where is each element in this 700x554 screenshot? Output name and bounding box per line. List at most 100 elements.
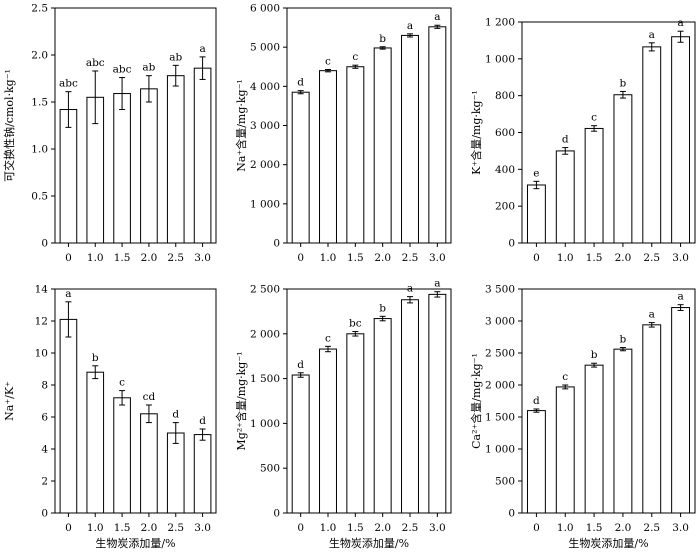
mg-content-bar	[291, 374, 310, 514]
mg-content-significance-letter: c	[325, 332, 331, 344]
exchangeable-na-bar	[113, 93, 131, 244]
exchangeable-na-x-tick-label: 1.5	[114, 252, 131, 264]
k-content-y-tick-label: 400	[495, 164, 515, 176]
k-content-significance-letter: a	[677, 17, 683, 29]
na-content-significance-letter: c	[325, 55, 331, 67]
na-k-ratio-plot-frame	[54, 288, 217, 514]
mg-content-significance-letter: bc	[349, 318, 362, 330]
ca-content-x-axis-title: 生物炭添加量/%	[568, 536, 648, 550]
ca-content-bar	[555, 386, 575, 514]
na-content-plot-frame	[286, 7, 452, 244]
exchangeable-na-y-tick-label: 0	[41, 238, 48, 250]
na-k-ratio-x-tick-label: 1.0	[87, 522, 104, 534]
exchangeable-na-y-tick-label: 2.0	[31, 50, 48, 62]
mg-content-x-tick-label: 1.5	[347, 522, 364, 534]
mg-content-x-tick-label: 1.0	[320, 522, 337, 534]
na-content-bar	[319, 70, 337, 244]
na-k-ratio-y-tick-label: 12	[35, 316, 48, 328]
k-content-plot-frame	[521, 21, 696, 244]
na-k-ratio-y-tick-label: 6	[41, 412, 48, 424]
mg-content-bar	[428, 293, 447, 514]
na-k-ratio-significance-letter: d	[172, 409, 179, 421]
exchangeable-na-significance-letter: abc	[59, 78, 78, 90]
na-k-ratio-significance-letter: a	[65, 288, 71, 300]
k-content-significance-letter: d	[562, 134, 569, 146]
mg-content-x-tick-label: 0	[297, 522, 304, 534]
k-content-significance-letter: a	[649, 29, 655, 41]
ca-content-bar	[671, 307, 691, 514]
na-content-y-tick-label: 3 000	[250, 120, 280, 132]
ca-content-significance-letter: b	[591, 349, 598, 361]
exchangeable-na-panel: 0 0.5 1.0 1.5 2.0 2.5 0 abc 1.0 abc 1.5 abc 2.0 ab 2.5…	[2, 3, 217, 264]
mg-content-panel: 0 500 1 000 1 500 2 000 2 500 0 d 1.0 c 1.5 bc 2.0 b 2…	[234, 278, 452, 550]
ca-content-x-tick-label: 2.5	[643, 522, 660, 534]
k-content-y-tick-label: 800	[495, 90, 515, 102]
mg-content-y-tick-label: 2 000	[250, 328, 280, 340]
na-k-ratio-bar	[86, 371, 105, 514]
exchangeable-na-x-tick-label: 2.5	[167, 252, 184, 264]
k-content-bar	[613, 94, 633, 244]
na-content-y-tick-label: 4 000	[250, 81, 280, 93]
k-content-bar	[555, 150, 575, 244]
na-k-ratio-y-tick-label: 8	[41, 380, 48, 392]
na-content-x-tick-label: 1.5	[347, 252, 364, 264]
ca-content-y-axis-title: Ca²⁺含量/mg·kg⁻¹	[469, 353, 483, 449]
na-content-y-tick-label: 6 000	[250, 3, 280, 15]
na-content-y-tick-label: 2 000	[250, 159, 280, 171]
mg-content-x-axis-title: 生物炭添加量/%	[329, 536, 409, 550]
k-content-x-tick-label: 2.5	[643, 252, 660, 264]
mg-content-bar	[373, 318, 392, 514]
exchangeable-na-x-tick-label: 3.0	[194, 252, 211, 264]
mg-content-significance-letter: a	[407, 283, 413, 295]
mg-content-bar	[319, 348, 337, 514]
na-k-ratio-y-tick-label: 4	[41, 444, 48, 456]
k-content-y-tick-label: 1 200	[485, 17, 515, 29]
mg-content-significance-letter: d	[297, 359, 304, 371]
mg-content-y-tick-label: 2 500	[250, 284, 280, 296]
na-k-ratio-x-axis-title: 生物炭添加量/%	[95, 536, 175, 550]
na-k-ratio-x-tick-label: 2.0	[141, 522, 158, 534]
ca-content-x-tick-label: 1.0	[557, 522, 574, 534]
na-content-bar	[401, 34, 419, 244]
exchangeable-na-y-tick-label: 1.0	[31, 144, 48, 156]
exchangeable-na-significance-letter: ab	[142, 62, 155, 74]
na-k-ratio-significance-letter: cd	[143, 391, 156, 403]
na-k-ratio-bar	[166, 432, 185, 514]
na-k-ratio-bar	[59, 318, 78, 514]
ca-content-significance-letter: c	[562, 371, 568, 383]
k-content-x-tick-label: 3.0	[672, 252, 689, 264]
exchangeable-na-significance-letter: abc	[86, 57, 105, 69]
na-content-significance-letter: d	[297, 77, 304, 89]
k-content-panel: 0 200 400 600 800 1 000 1 200 0 e 1.0 d 1.5 c 2.0 b 2.5…	[469, 17, 696, 264]
na-k-ratio-x-tick-label: 1.5	[114, 522, 131, 534]
ca-content-bar	[613, 348, 633, 514]
exchangeable-na-bar	[59, 109, 78, 244]
ca-content-y-tick-label: 1 500	[485, 412, 515, 424]
k-content-bar	[526, 184, 546, 244]
exchangeable-na-significance-letter: abc	[113, 64, 132, 76]
na-content-y-tick-label: 1 000	[250, 198, 280, 210]
na-k-ratio-bar	[140, 413, 158, 514]
na-k-ratio-bar	[193, 434, 212, 514]
exchangeable-na-bar	[140, 88, 158, 244]
exchangeable-na-bar	[193, 67, 212, 244]
na-k-ratio-bar	[113, 397, 131, 514]
k-content-x-tick-label: 1.0	[557, 252, 574, 264]
k-content-x-tick-label: 2.0	[615, 252, 632, 264]
mg-content-x-tick-label: 3.0	[429, 522, 446, 534]
na-k-ratio-y-tick-label: 0	[41, 508, 48, 520]
na-content-significance-letter: b	[379, 33, 386, 45]
ca-content-y-tick-label: 1 000	[485, 444, 515, 456]
na-k-ratio-panel: 0 2 4 6 8 10 12 14 0 a 1.0 b 1.5 c 2.0 cd 2.5 d 3.0 d Na⁺/K⁺…	[3, 284, 217, 550]
exchangeable-na-bar	[166, 75, 185, 244]
exchangeable-na-y-tick-label: 0.5	[31, 191, 48, 203]
ca-content-x-tick-label: 1.5	[586, 522, 603, 534]
mg-content-significance-letter: a	[434, 278, 440, 290]
exchangeable-na-y-tick-label: 2.5	[31, 3, 48, 15]
k-content-x-tick-label: 0	[533, 252, 540, 264]
na-content-bar	[373, 47, 392, 244]
chart-panels: 00.51.01.52.02.50abc1.0abc1.5abc2.0ab2.5…	[2, 3, 696, 550]
ca-content-significance-letter: b	[620, 334, 627, 346]
k-content-significance-letter: e	[533, 167, 539, 179]
na-content-x-tick-label: 1.0	[320, 252, 337, 264]
